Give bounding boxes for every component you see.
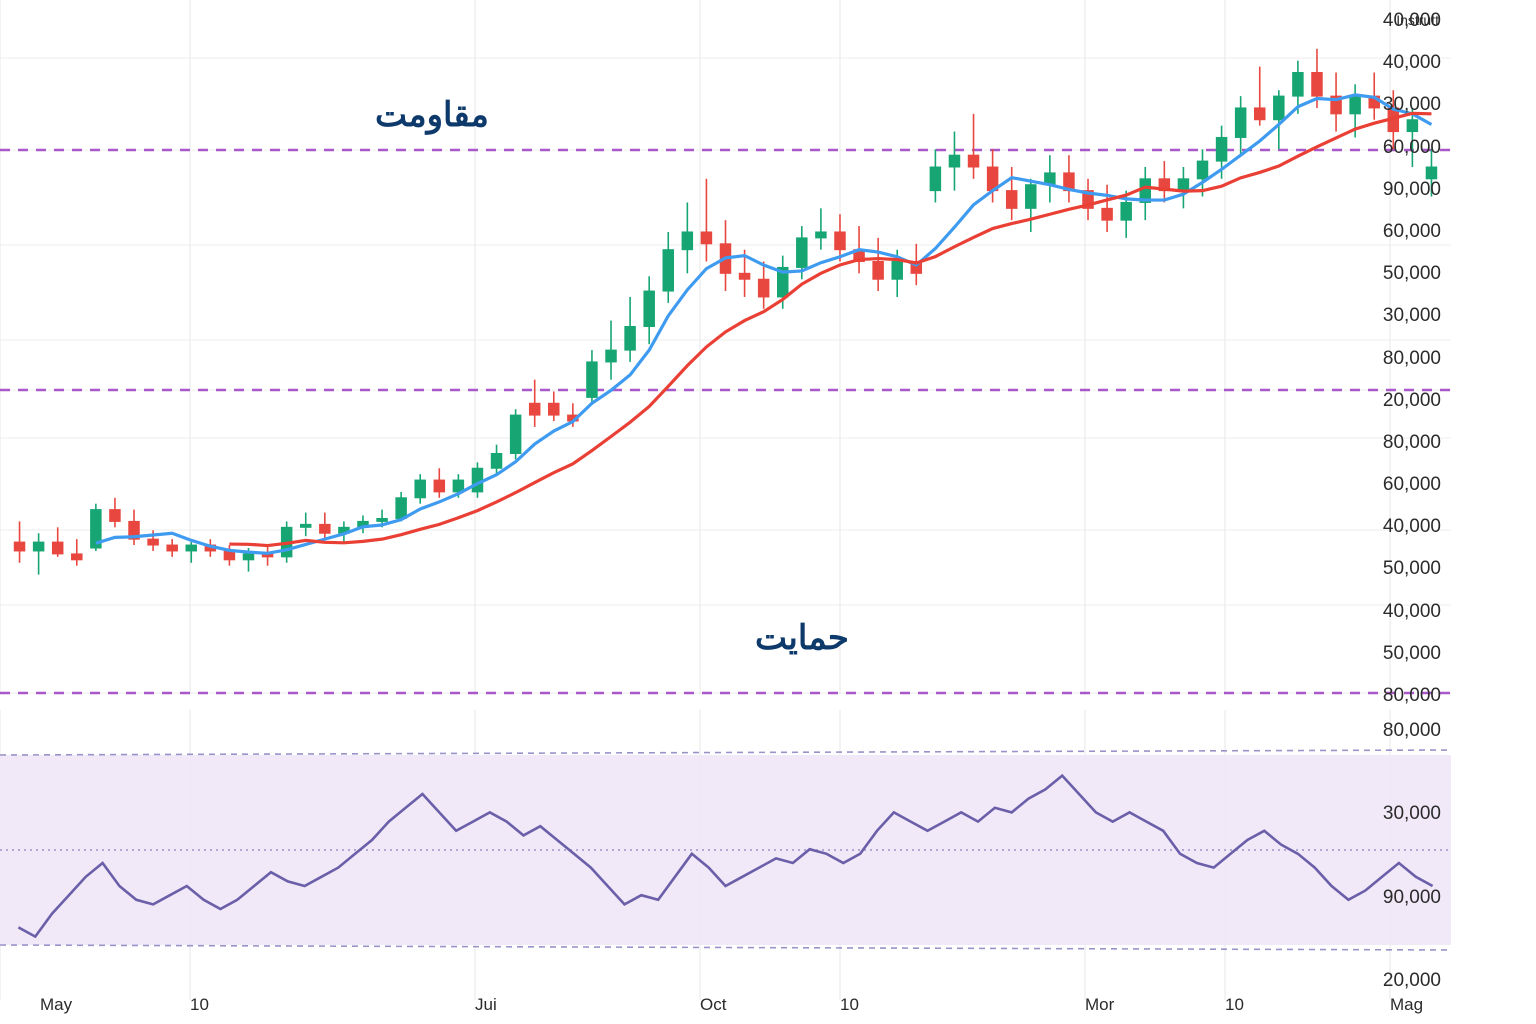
candle-body[interactable] [472,468,482,492]
candle-body[interactable] [606,350,616,362]
price-axis-label-15: 50,000 [1366,643,1441,665]
candle-body[interactable] [52,542,62,554]
candle-body[interactable] [1426,167,1436,179]
candle-body[interactable] [110,510,120,522]
rsi-axis-label-3: 20,000 [1366,970,1441,992]
candle-body[interactable] [377,518,387,521]
xaxis-label-7: Mag [1390,995,1423,1015]
candle-body[interactable] [33,542,43,551]
candle-body[interactable] [1006,191,1016,209]
price-axis-label-6: 50,000 [1366,263,1441,285]
candle-body[interactable] [1293,72,1303,96]
price-axis-label-5: 60,000 [1366,221,1441,243]
price-axis-label-12: 40,000 [1366,516,1441,538]
price-panel: مقاومت حمایت Instrutt 40,000 40,000 30,000… [0,0,1451,695]
candle-body[interactable] [167,545,177,551]
candle-body[interactable] [625,326,635,350]
price-axis-label-3: 60,000 [1366,137,1441,159]
candle-body[interactable] [1254,108,1264,120]
rsi-upper-band-line [0,750,1451,755]
candle-body[interactable] [701,232,711,244]
candle-body[interactable] [549,403,559,415]
candle-body[interactable] [1197,161,1207,179]
xaxis-label-5: Mor [1085,995,1114,1015]
candle-body[interactable] [148,539,158,545]
candle-body[interactable] [491,453,501,468]
candle-body[interactable] [510,415,520,453]
candle-body[interactable] [892,262,902,280]
resistance-annotation-text: مقاومت [375,95,489,135]
candle-body[interactable] [739,273,749,279]
price-axis-label-11: 60,000 [1366,474,1441,496]
price-axis-label-1: 40,000 [1366,52,1441,74]
candle-body[interactable] [797,238,807,268]
rsi-axis-label-1: 30,000 [1366,803,1441,825]
candle-body[interactable] [1178,179,1188,191]
moving-average-blue [96,95,1432,553]
price-axis-label-10: 80,000 [1366,432,1441,454]
support-annotation-text: حمایت [755,618,849,658]
moving-average-red [229,113,1431,545]
price-axis-label-7: 30,000 [1366,305,1441,327]
price-axis-label-14: 40,000 [1366,601,1441,623]
xaxis-label-3: Oct [700,995,726,1015]
xaxis-label-4: 10 [840,995,859,1015]
price-chart-root: مقاومت حمایت Instrutt 40,000 40,000 30,000… [0,0,1536,1024]
candle-body[interactable] [587,362,597,397]
candle-body[interactable] [243,554,253,560]
candle-body[interactable] [758,279,768,297]
candle-body[interactable] [434,480,444,492]
candle-body[interactable] [1121,202,1131,220]
horizontal-gridlines [0,58,1451,693]
xaxis-label-0: May [40,995,72,1015]
candle-body[interactable] [644,291,654,326]
candle-body[interactable] [873,262,883,280]
candle-body[interactable] [1350,96,1360,114]
candle-body[interactable] [682,232,692,250]
price-axis-label-8: 80,000 [1366,348,1441,370]
candle-body[interactable] [14,542,24,551]
rsi-axis-label-0: 80,000 [1366,720,1441,742]
price-axis-label-0: 40,000 [1366,10,1441,32]
candlesticks [14,49,1436,575]
candle-body[interactable] [415,480,425,498]
xaxis-label-6: 10 [1225,995,1244,1015]
xaxis-label-1: 10 [190,995,209,1015]
candle-body[interactable] [1312,72,1322,96]
rsi-axis-label-2: 90,000 [1366,887,1441,909]
candle-body[interactable] [320,524,330,533]
candle-body[interactable] [949,155,959,167]
candle-body[interactable] [1216,137,1226,161]
candle-body[interactable] [816,232,826,238]
candle-body[interactable] [1026,185,1036,209]
candle-body[interactable] [835,232,845,250]
price-axis-label-16: 80,000 [1366,685,1441,707]
candle-body[interactable] [186,545,196,551]
price-axis-label-9: 20,000 [1366,390,1441,412]
candle-body[interactable] [968,155,978,167]
xaxis-label-2: Jui [475,995,497,1015]
candle-body[interactable] [930,167,940,191]
candle-body[interactable] [1235,108,1245,138]
candle-body[interactable] [529,403,539,415]
candle-body[interactable] [72,554,82,560]
candle-body[interactable] [1274,96,1284,120]
candle-body[interactable] [300,524,310,527]
rsi-lower-band-line [0,945,1451,950]
candle-body[interactable] [663,250,673,291]
price-axis-label-13: 50,000 [1366,558,1441,580]
candle-body[interactable] [1407,120,1417,132]
price-axis-label-4: 90,000 [1366,179,1441,201]
vertical-gridlines [0,0,1390,695]
price-axis-label-2: 30,000 [1366,94,1441,116]
candle-body[interactable] [396,498,406,519]
candle-body[interactable] [1102,208,1112,220]
